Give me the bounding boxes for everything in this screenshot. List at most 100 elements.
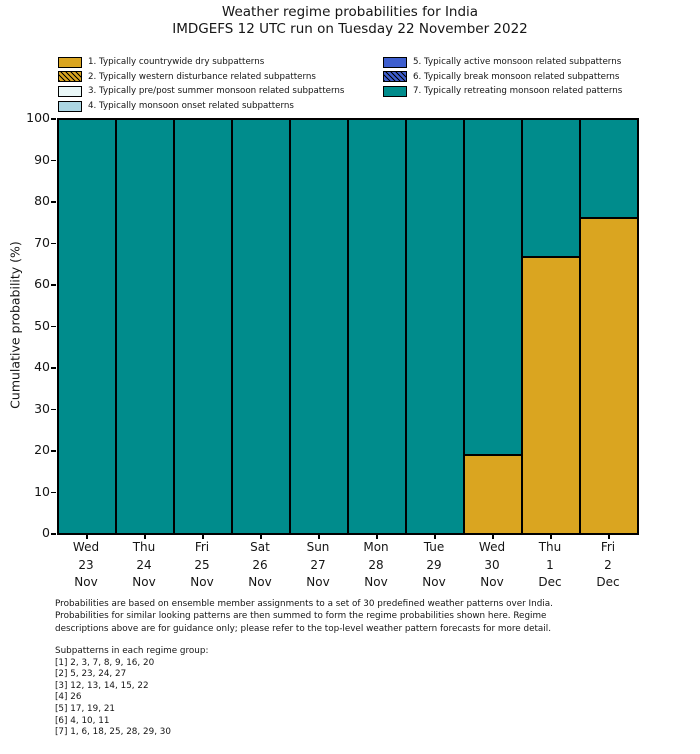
subpatterns-block: Subpatterns in each regime group: [1] 2,… xyxy=(55,646,208,739)
y-tick-mark xyxy=(51,491,56,494)
bar-segment-regime-7 xyxy=(174,119,232,534)
bar-tue-29-nov xyxy=(406,119,464,534)
legend-entry: 5. Typically active monsoon related subp… xyxy=(383,55,622,70)
x-tick-mark xyxy=(260,534,262,539)
x-tick-label-line: Mon xyxy=(363,540,389,554)
x-tick-mark xyxy=(608,534,610,539)
y-tick-mark xyxy=(51,408,56,411)
x-tick-label-line: 26 xyxy=(252,557,268,572)
x-tick-label-line: Thu xyxy=(538,540,562,554)
legend-label: 6. Typically break monsoon related subpa… xyxy=(413,71,620,82)
footnote-line: Probabilities are based on ensemble memb… xyxy=(55,599,553,609)
chart-title: Weather regime probabilities for India xyxy=(221,4,479,20)
y-tick-label: 70 xyxy=(34,234,50,250)
y-tick-label: 40 xyxy=(34,359,50,374)
y-tick-label: 50 xyxy=(34,317,50,333)
y-tick-label: 80 xyxy=(34,193,50,208)
x-tick-label-line: 27 xyxy=(310,557,326,572)
y-tick-mark xyxy=(51,533,56,535)
bar-segment-regime-7 xyxy=(464,119,522,456)
subpattern-line: [3] 12, 13, 14, 15, 22 xyxy=(55,680,149,691)
legend-label: 2. Typically western disturbance related… xyxy=(88,71,316,82)
x-tick-label-line: Tue xyxy=(423,540,445,554)
x-tick-label: Wed 23 Nov xyxy=(57,539,115,592)
legend-swatch-regime-7 xyxy=(383,85,407,97)
bar-segment-regime-7 xyxy=(348,119,406,534)
legend-swatch-regime-5 xyxy=(383,56,407,68)
x-tick-label-line: 24 xyxy=(136,557,152,572)
x-tick-label-line: Dec xyxy=(538,575,562,589)
legend-entry: 1. Typically countrywide dry subpatterns xyxy=(58,55,344,70)
y-tick-mark xyxy=(51,284,56,286)
footnote-line: descriptions above are for guidance only… xyxy=(55,623,552,634)
legend-swatch-regime-4 xyxy=(58,100,82,112)
x-tick-label-line: Nov xyxy=(480,575,504,589)
y-tick-mark xyxy=(51,325,56,328)
y-tick-label: 0 xyxy=(42,525,50,540)
legend-column-left: 1. Typically countrywide dry subpatterns… xyxy=(58,55,344,113)
x-tick-label-line: Sat xyxy=(250,540,270,554)
x-tick-label: Tue 29 Nov xyxy=(405,539,463,592)
x-tick-mark xyxy=(376,534,378,539)
x-tick-label: Fri 25 Nov xyxy=(173,539,231,592)
bar-segment-regime-7 xyxy=(58,119,116,534)
x-tick-label-line: Dec xyxy=(596,575,620,589)
x-tick-label-line: Fri xyxy=(194,540,210,554)
x-tick-label-line: Nov xyxy=(74,575,98,589)
x-tick-label: Sun 27 Nov xyxy=(289,539,347,592)
x-tick-label-line: Sun xyxy=(306,540,330,554)
bar-segment-regime-1 xyxy=(580,217,638,534)
bar-thu-24-nov xyxy=(116,119,174,534)
x-tick-label-line: 29 xyxy=(426,557,442,572)
plot-area xyxy=(51,118,639,539)
y-tick-mark xyxy=(51,159,56,162)
legend-swatch-regime-6 xyxy=(383,71,407,83)
x-tick-label-line: Nov xyxy=(306,575,330,589)
bar-segment-regime-7 xyxy=(290,119,348,534)
y-tick-label: 100 xyxy=(26,110,50,125)
x-tick-label: Thu 1 Dec xyxy=(521,539,579,592)
subpattern-line: [5] 17, 19, 21 xyxy=(55,703,116,714)
y-tick-mark xyxy=(51,242,56,245)
x-tick-label-line: 23 xyxy=(78,557,94,572)
x-tick-label-line: Wed xyxy=(478,540,506,554)
y-tick-label: 10 xyxy=(34,483,50,499)
legend-label: 7. Typically retreating monsoon related … xyxy=(413,86,623,97)
legend-label: 1. Typically countrywide dry subpatterns xyxy=(88,57,265,68)
bar-wed-30-nov xyxy=(464,119,522,534)
legend-entry: 6. Typically break monsoon related subpa… xyxy=(383,70,622,85)
subpatterns-list: [1] 2, 3, 7, 8, 9, 16, 20 [2] 5, 23, 24, … xyxy=(55,658,208,739)
x-tick-label-line: Nov xyxy=(422,575,446,589)
legend-entry: 3. Typically pre/post summer monsoon rel… xyxy=(58,84,344,99)
x-tick-label: Fri 2 Dec xyxy=(579,539,637,592)
bar-segment-regime-7 xyxy=(522,119,580,258)
x-tick-label-line: Nov xyxy=(132,575,156,589)
x-tick-mark xyxy=(550,534,552,539)
bar-sun-27-nov xyxy=(290,119,348,534)
x-tick-label-line: 28 xyxy=(368,557,384,572)
x-tick-label-line: 1 xyxy=(546,557,554,572)
legend-entry: 4. Typically monsoon onset related subpa… xyxy=(58,99,344,114)
legend-column-right: 5. Typically active monsoon related subp… xyxy=(383,55,622,99)
bar-mon-28-nov xyxy=(348,119,406,534)
bar-thu-1-dec xyxy=(522,119,580,534)
legend-swatch-regime-3 xyxy=(58,85,82,97)
y-tick-label: 30 xyxy=(34,400,50,416)
legend-swatch-regime-1 xyxy=(58,56,82,68)
x-tick-label-line: Nov xyxy=(190,575,214,589)
subpattern-line: [7] 1, 6, 18, 25, 28, 29, 30 xyxy=(55,727,171,738)
x-tick-label-line: Wed xyxy=(72,540,100,554)
subpattern-line: [2] 5, 23, 24, 27 xyxy=(55,669,127,680)
bar-segment-regime-7 xyxy=(406,119,464,534)
bar-fri-25-nov xyxy=(174,119,232,534)
x-tick-label: Sat 26 Nov xyxy=(231,539,289,592)
y-tick-mark xyxy=(51,450,56,452)
x-tick-label: Mon 28 Nov xyxy=(347,539,405,592)
stacked-bars xyxy=(58,119,638,534)
y-tick-label: 60 xyxy=(34,276,50,291)
x-tick-label-line: Fri xyxy=(600,540,616,554)
bar-segment-regime-7 xyxy=(232,119,290,534)
bar-segment-regime-1 xyxy=(522,257,580,534)
x-tick-label-line: 2 xyxy=(604,557,612,572)
